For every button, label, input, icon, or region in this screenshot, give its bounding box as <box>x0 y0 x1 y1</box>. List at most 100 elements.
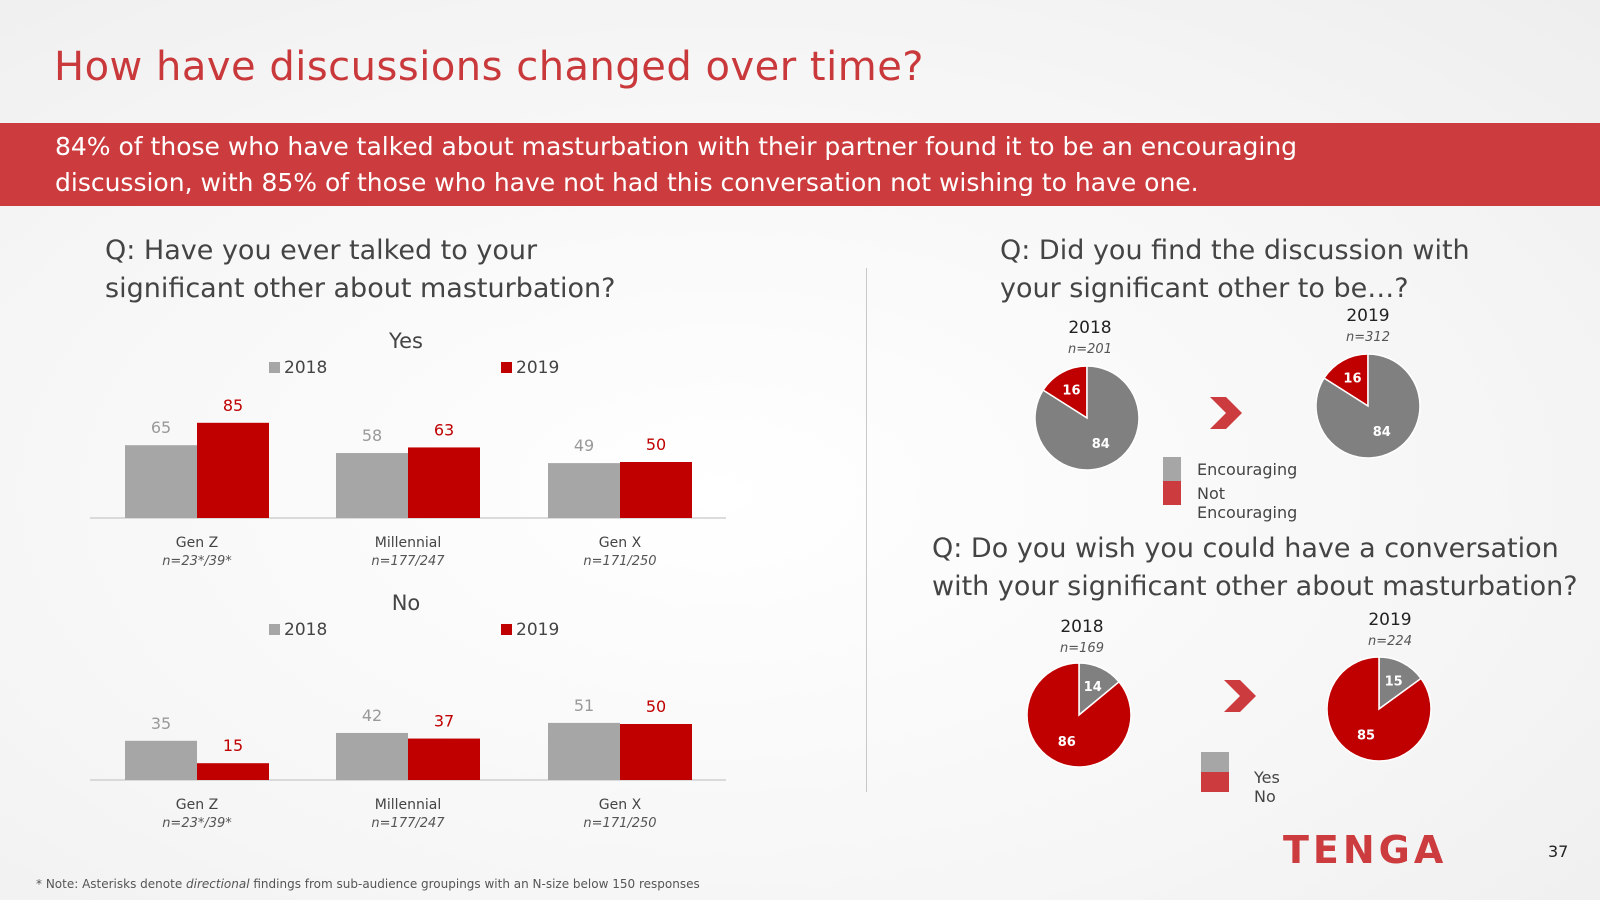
pie-slice-label: 15 <box>1385 674 1403 689</box>
pie-year: 2019 <box>1346 306 1389 326</box>
category-label: Gen Z <box>176 535 218 551</box>
pie-slice-label: 14 <box>1084 680 1102 695</box>
pie-sample-size: n=312 <box>1346 330 1390 345</box>
legend-label-encouraging: Encouraging <box>1197 460 1298 479</box>
data-label: 49 <box>574 436 594 455</box>
bar-2019-gen-x <box>620 462 692 518</box>
legend-label-yes: Yes <box>1254 768 1280 787</box>
question-right-top-line-2: your significant other to be…? <box>1000 273 1409 304</box>
category-note: n=23*/39* <box>162 816 232 831</box>
tenga-logo: TENGA <box>1283 830 1447 870</box>
pie-slice-no <box>1327 656 1432 762</box>
data-label: 37 <box>434 712 454 731</box>
pie-slice-not-encouraging <box>1042 365 1088 420</box>
logo-text: TENGA <box>1283 830 1447 870</box>
pie-slice-no <box>1027 662 1132 768</box>
legend-label-2018: 2018 <box>284 620 327 640</box>
legend-item-yes: Yes <box>1201 752 1280 787</box>
pie-slice-label: 84 <box>1092 437 1110 452</box>
bar-2018-millennial <box>336 732 408 780</box>
pie-year: 2018 <box>1068 318 1111 338</box>
legend-item-no: No <box>1201 772 1276 806</box>
banner-text: 84% of those who have talked about mastu… <box>55 129 1455 201</box>
bar-2018-millennial <box>336 453 408 518</box>
footnote-post: findings from sub-audience groupings wit… <box>249 877 700 891</box>
pie-legend-encouraging: Encouraging Not Encouraging <box>1163 457 1297 522</box>
data-label: 35 <box>151 714 171 733</box>
chevron-right-icon <box>1210 397 1242 429</box>
page-title: How have discussions changed over time? <box>54 44 925 90</box>
bar-2019-millennial <box>408 738 480 780</box>
legend-swatch-grey <box>1201 752 1229 772</box>
category-label: Millennial <box>375 797 441 813</box>
question-right-bottom: Q: Do you wish you could have a conversa… <box>932 530 1578 606</box>
legend-swatch-grey <box>1163 457 1181 481</box>
question-right-bottom-line-2: with your significant other about mastur… <box>932 571 1578 602</box>
category-label: Millennial <box>375 535 441 551</box>
data-label: 51 <box>574 696 594 715</box>
legend-swatch-2019 <box>501 362 512 373</box>
bar-2018-gen-x <box>548 722 620 780</box>
data-label: 63 <box>434 420 454 439</box>
pie-slice-encouraging <box>1035 365 1140 471</box>
pie-chart-encouraging-2019: 2019 n=312 16 84 <box>1316 306 1421 459</box>
data-label: 50 <box>646 435 666 454</box>
banner-line-2: discussion, with 85% of those who have n… <box>55 168 1199 197</box>
category-label: Gen X <box>599 797 642 813</box>
bar-2019-gen-z <box>197 422 269 518</box>
footnote-pre: * Note: Asterisks denote <box>36 877 187 891</box>
category-note: n=171/250 <box>583 554 656 569</box>
category-note: n=171/250 <box>583 816 656 831</box>
bar-2019-gen-x <box>620 724 692 780</box>
question-left-line-1: Q: Have you ever talked to your <box>105 235 538 266</box>
question-left-line-2: significant other about masturbation? <box>105 273 616 304</box>
pie-slice-encouraging <box>1316 353 1421 459</box>
headline-banner: 84% of those who have talked about mastu… <box>0 123 1600 206</box>
legend-label-not-encouraging: Not Encouraging <box>1197 484 1298 522</box>
data-label: 42 <box>362 706 382 725</box>
question-right-top-line-1: Q: Did you find the discussion with <box>1000 235 1470 266</box>
bar-2019-gen-z <box>197 763 269 780</box>
legend-item-not-encouraging: Not Encouraging <box>1163 481 1297 522</box>
footnote-em: directional <box>186 877 250 891</box>
legend-swatch-2019 <box>501 624 512 635</box>
chart-title: Yes <box>388 329 423 353</box>
category-note: n=177/247 <box>371 816 445 831</box>
legend-item-encouraging: Encouraging <box>1163 457 1297 481</box>
legend-swatch-2018 <box>269 624 280 635</box>
bar-2018-gen-z <box>125 740 197 780</box>
pie-slice-label: 16 <box>1062 384 1080 399</box>
pie-slice-label: 84 <box>1373 425 1391 440</box>
bar-2018-gen-z <box>125 445 197 518</box>
legend-swatch-red <box>1201 772 1229 792</box>
pie-slice-label: 86 <box>1058 735 1076 750</box>
bar-chart-yes: Yes 2018 2019 65 85 Gen Z n=23*/39* 58 63 Millenn… <box>90 329 726 569</box>
footnote: * Note: Asterisks denote directional fin… <box>36 877 700 891</box>
pie-year: 2019 <box>1368 610 1411 630</box>
bar-2018-gen-x <box>548 463 620 518</box>
legend-swatch-2018 <box>269 362 280 373</box>
category-label: Gen X <box>599 535 642 551</box>
bar-2019-millennial <box>408 447 480 518</box>
pie-chart-wish-2019: 2019 n=224 15 85 <box>1327 610 1432 762</box>
pie-slice-not-encouraging <box>1323 353 1369 408</box>
pie-sample-size: n=224 <box>1368 634 1412 649</box>
category-note: n=23*/39* <box>162 554 232 569</box>
data-label: 85 <box>223 396 243 415</box>
vertical-divider <box>866 268 867 792</box>
pie-chart-encouraging-2018: 2018 n=201 16 84 <box>1035 318 1140 471</box>
legend-label-2018: 2018 <box>284 358 327 378</box>
pie-sample-size: n=169 <box>1060 641 1104 656</box>
data-label: 50 <box>646 697 666 716</box>
chevron-right-icon <box>1224 680 1256 712</box>
data-label: 15 <box>223 736 243 755</box>
legend-swatch-red <box>1163 481 1181 505</box>
pie-legend-yes-no: Yes No <box>1201 752 1280 806</box>
data-label: 58 <box>362 426 382 445</box>
page-number: 37 <box>1548 842 1569 861</box>
pie-year: 2018 <box>1060 617 1103 637</box>
pie-slice-yes <box>1378 656 1423 711</box>
pie-slice-label: 16 <box>1343 372 1361 387</box>
pie-slice-label: 85 <box>1357 728 1375 743</box>
chart-title: No <box>392 591 421 615</box>
